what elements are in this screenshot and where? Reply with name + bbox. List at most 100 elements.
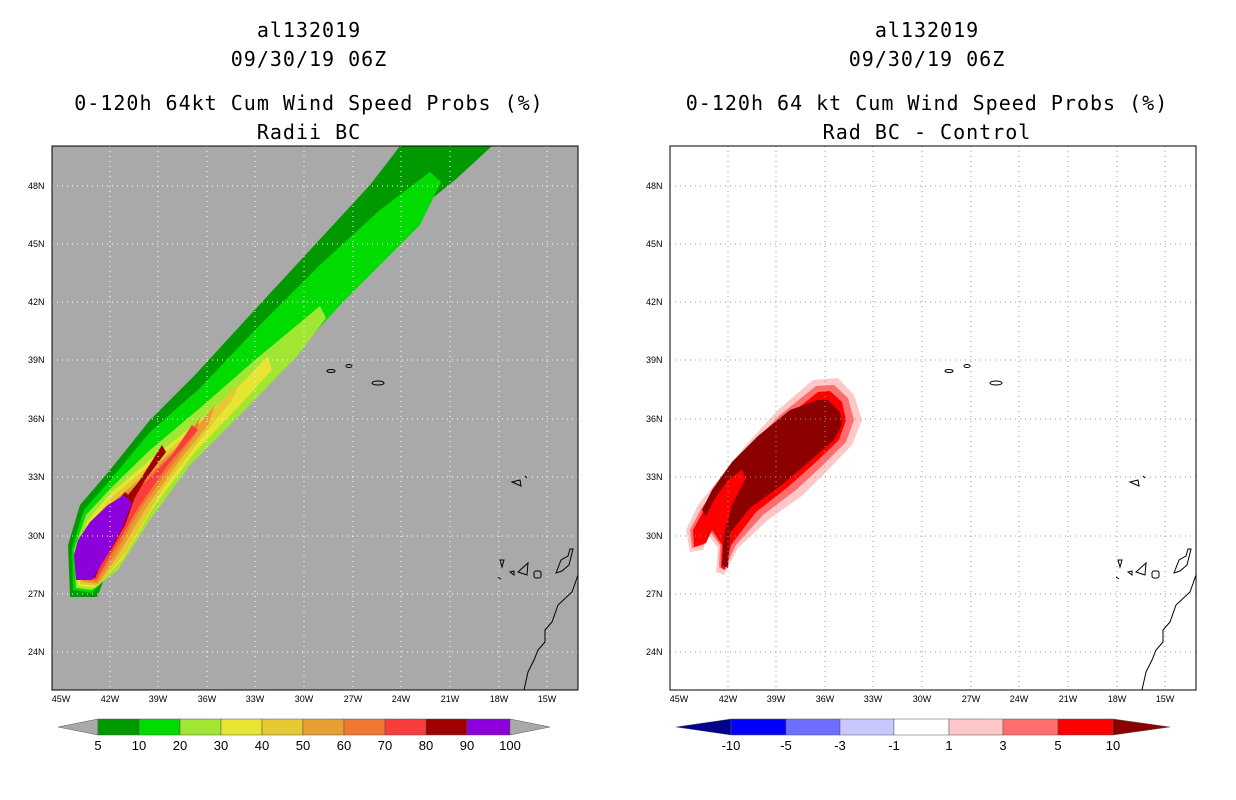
- colorbar-label: -5: [780, 738, 792, 753]
- date-title: 09/30/19 06Z: [230, 47, 388, 71]
- colorbar-bin: [343, 718, 386, 736]
- colorbar-bin: [384, 718, 427, 736]
- colorbar-min-arrow: [57, 718, 99, 736]
- lon-label: 21W: [1059, 694, 1078, 704]
- colorbar-label: 5: [94, 738, 101, 753]
- colorbar-label: 90: [460, 738, 474, 753]
- colorbar-label: 10: [1106, 738, 1120, 753]
- colorbar-bin: [839, 718, 895, 736]
- lon-label: 42W: [719, 694, 738, 704]
- lat-label: 45N: [646, 239, 663, 249]
- colorbar-label: 80: [419, 738, 433, 753]
- lon-axis: 45W 42W 39W 36W 33W 30W 27W 24W 21W 18W …: [52, 694, 557, 704]
- lon-label: 45W: [52, 694, 71, 704]
- lat-axis: 48N 45N 42N 39N 36N 33N 30N 27N 24N: [646, 181, 663, 657]
- colorbar-label: 40: [255, 738, 269, 753]
- land-outlines: [944, 364, 1197, 691]
- right-map: 48N 45N 42N 39N 36N 33N 30N 27N 24N 45W …: [646, 145, 1197, 753]
- colorbar: [57, 718, 551, 736]
- colorbar-bin: [302, 718, 345, 736]
- colorbar-label: 10: [132, 738, 146, 753]
- left-map: 48N 45N 42N 39N 36N 33N 30N 27N 24N 45W …: [28, 145, 579, 753]
- colorbar-bin: [425, 718, 468, 736]
- colorbar-label: 50: [296, 738, 310, 753]
- colorbar-label: -3: [834, 738, 846, 753]
- lon-label: 18W: [490, 694, 509, 704]
- lon-label: 15W: [1156, 694, 1175, 704]
- lon-axis: 45W 42W 39W 36W 33W 30W 27W 24W 21W 18W …: [670, 694, 1175, 704]
- subtitle: Rad BC - Control: [822, 120, 1032, 144]
- lat-label: 42N: [28, 297, 45, 307]
- lat-label: 27N: [646, 589, 663, 599]
- colorbar-label: 3: [999, 738, 1006, 753]
- product-title: 0-120h 64 kt Cum Wind Speed Probs (%): [685, 91, 1169, 115]
- colorbar-bin: [893, 718, 950, 736]
- lon-label: 42W: [101, 694, 120, 704]
- grid-lines: [52, 146, 578, 690]
- lon-label: 36W: [816, 694, 835, 704]
- land-outlines: [326, 364, 579, 691]
- lat-label: 27N: [28, 589, 45, 599]
- lon-label: 27W: [962, 694, 981, 704]
- colorbar-bin: [261, 718, 304, 736]
- colorbar-label: 100: [499, 738, 521, 753]
- colorbar: [675, 718, 1171, 736]
- lat-label: 36N: [646, 414, 663, 424]
- colorbar-label: 5: [1054, 738, 1061, 753]
- right-panel: al132019 09/30/19 06Z 0-120h 64 kt Cum W…: [618, 0, 1236, 800]
- lat-label: 24N: [646, 647, 663, 657]
- lon-label: 45W: [670, 694, 689, 704]
- map-background: [52, 146, 578, 690]
- lat-label: 33N: [28, 472, 45, 482]
- product-title: 0-120h 64kt Cum Wind Speed Probs (%): [74, 91, 544, 115]
- map-frame: [669, 145, 1197, 691]
- lat-label: 39N: [646, 355, 663, 365]
- lon-label: 15W: [538, 694, 557, 704]
- colorbar-bin: [220, 718, 263, 736]
- lon-label: 33W: [864, 694, 883, 704]
- colorbar-label: -10: [722, 738, 741, 753]
- colorbar-bin: [730, 718, 787, 736]
- lat-label: 30N: [28, 531, 45, 541]
- contour-100: [74, 495, 132, 580]
- contour-plus10: [702, 400, 842, 568]
- lat-label: 39N: [28, 355, 45, 365]
- colorbar-label: 30: [214, 738, 228, 753]
- grid-lines: [670, 146, 1196, 690]
- lat-label: 48N: [646, 181, 663, 191]
- lon-label: 39W: [767, 694, 786, 704]
- colorbar-max-arrow: [1112, 718, 1171, 736]
- date-title: 09/30/19 06Z: [848, 47, 1006, 71]
- lon-label: 36W: [198, 694, 217, 704]
- lat-label: 36N: [28, 414, 45, 424]
- lon-label: 33W: [246, 694, 265, 704]
- colorbar-min-arrow: [675, 718, 732, 736]
- lat-label: 30N: [646, 531, 663, 541]
- colorbar-bin: [785, 718, 841, 736]
- colorbar-bin: [138, 718, 181, 736]
- lon-label: 27W: [344, 694, 363, 704]
- lat-label: 24N: [28, 647, 45, 657]
- colorbar-bin: [1057, 718, 1114, 736]
- colorbar-label: 1: [945, 738, 952, 753]
- colorbar-bin: [179, 718, 222, 736]
- map-background: [670, 146, 1196, 690]
- colorbar-label: 60: [337, 738, 351, 753]
- colorbar-labels: -10 -5 -3 -1 1 3 5 10: [722, 738, 1121, 753]
- colorbar-label: 70: [378, 738, 392, 753]
- colorbar-bin: [466, 718, 511, 736]
- lat-label: 48N: [28, 181, 45, 191]
- lon-label: 24W: [392, 694, 411, 704]
- lat-label: 33N: [646, 472, 663, 482]
- lon-label: 18W: [1108, 694, 1127, 704]
- lon-label: 21W: [441, 694, 460, 704]
- storm-id-title: al132019: [874, 18, 980, 42]
- subtitle: Radii BC: [256, 120, 362, 144]
- lat-label: 45N: [28, 239, 45, 249]
- lon-label: 24W: [1010, 694, 1029, 704]
- lat-label: 42N: [646, 297, 663, 307]
- map-frame: [51, 145, 579, 691]
- colorbar-label: -1: [888, 738, 900, 753]
- difference-contours: [686, 378, 862, 575]
- lon-label: 39W: [149, 694, 168, 704]
